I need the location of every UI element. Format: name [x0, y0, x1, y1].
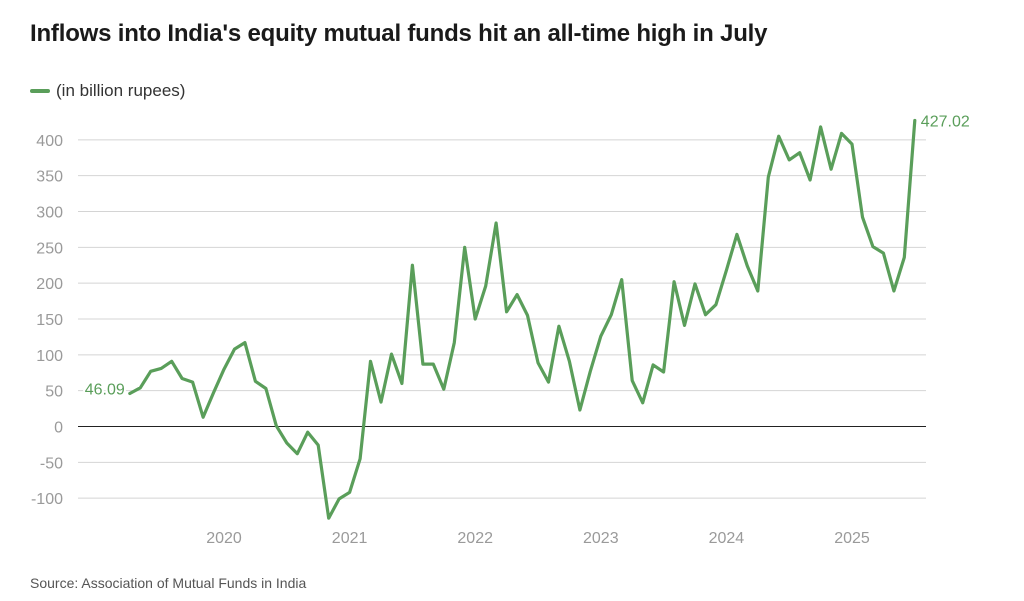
y-tick-label: -50: [40, 455, 63, 472]
series-line: [128, 118, 917, 520]
y-axis-ticks: -100 -50 0 50 100 150 200 250 300 350 400: [31, 133, 63, 508]
x-tick-label: 2024: [709, 530, 745, 547]
y-tick-label: 400: [36, 133, 63, 150]
y-tick-label: 0: [54, 420, 63, 437]
y-tick-label: 100: [36, 348, 63, 365]
y-tick-label: 300: [36, 204, 63, 221]
x-axis-ticks: 2020 2021 2022 2023 2024 2025: [206, 530, 870, 547]
legend: (in billion rupees): [30, 80, 185, 102]
legend-swatch: [30, 89, 50, 93]
source-note: Source: Association of Mutual Funds in I…: [30, 575, 307, 591]
y-tick-label: 250: [36, 240, 63, 257]
x-tick-label: 2021: [332, 530, 368, 547]
y-tick-label: 150: [36, 312, 63, 329]
y-tick-label: 200: [36, 276, 63, 293]
gridlines: [78, 139, 926, 499]
chart-title: Inflows into India's equity mutual funds…: [30, 20, 768, 47]
data-labels: 46.09 427.02: [83, 113, 970, 400]
x-tick-label: 2022: [457, 530, 493, 547]
end-value-label: 427.02: [921, 113, 970, 130]
x-tick-label: 2020: [206, 530, 242, 547]
start-value-label: 46.09: [85, 381, 125, 398]
series-layer: [128, 118, 917, 520]
y-tick-label: 50: [45, 384, 63, 401]
y-tick-label: 350: [36, 169, 63, 186]
x-tick-label: 2023: [583, 530, 619, 547]
legend-label: (in billion rupees): [56, 81, 186, 100]
y-tick-label: -100: [31, 491, 63, 508]
x-tick-label: 2025: [834, 530, 870, 547]
